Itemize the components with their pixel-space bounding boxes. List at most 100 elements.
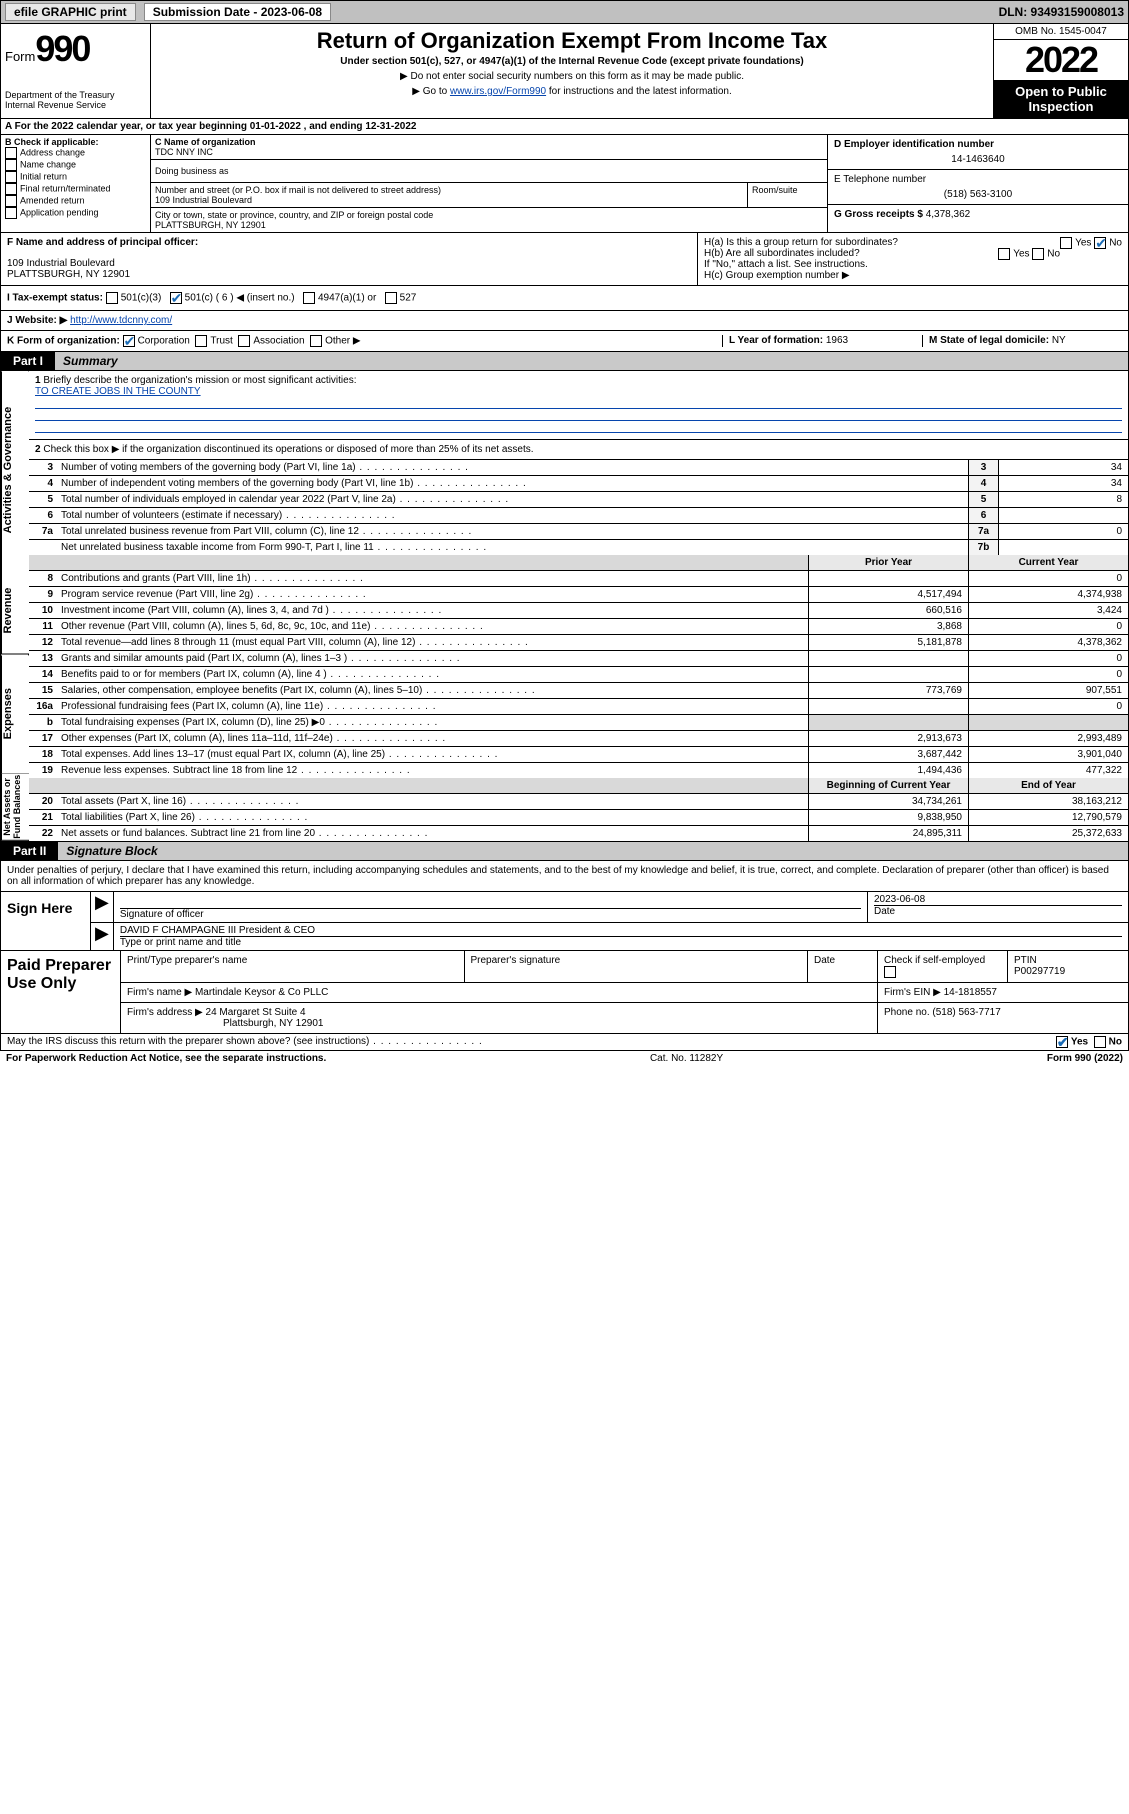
col-b-checkboxes: B Check if applicable: Address change Na… [1, 135, 151, 232]
cb-address-change[interactable] [5, 147, 17, 159]
firm-phone-value: (518) 563-7717 [932, 1007, 1000, 1018]
line-num: 15 [29, 683, 57, 698]
sign-here-label: Sign Here [1, 892, 91, 950]
cb-other[interactable] [310, 335, 322, 347]
line-num: 7a [29, 524, 57, 539]
cb-discuss-no[interactable] [1094, 1036, 1106, 1048]
paid-row-2: Firm's name ▶ Martindale Keysor & Co PLL… [121, 983, 1128, 1003]
line-box-num: 7a [968, 524, 998, 539]
row-k-label: K Form of organization: [7, 336, 120, 347]
firm-addr-label: Firm's address ▶ [127, 1007, 206, 1018]
line-box-val: 34 [998, 460, 1128, 475]
cb-final-return[interactable] [5, 183, 17, 195]
omb-number: OMB No. 1545-0047 [994, 24, 1128, 40]
cb-527[interactable] [385, 292, 397, 304]
line-current-year: 0 [968, 619, 1128, 634]
part-1-lines: 1 Briefly describe the organization's mi… [29, 371, 1128, 841]
lbl-no2: No [1047, 249, 1060, 260]
underline [35, 423, 1122, 433]
line-prior-year: 3,687,442 [808, 747, 968, 762]
cb-501c3[interactable] [106, 292, 118, 304]
lbl-no: No [1109, 238, 1122, 249]
sig-date-value: 2023-06-08 [874, 894, 1122, 905]
line-boy: 24,895,311 [808, 826, 968, 841]
line-current-year [968, 715, 1128, 730]
hb-note: If "No," attach a list. See instructions… [704, 259, 1122, 270]
gross-receipts-label: G Gross receipts $ [834, 209, 926, 220]
line-prior-year [808, 667, 968, 682]
phone-value: (518) 563-3100 [834, 189, 1122, 200]
summary-line: 9Program service revenue (Part VIII, lin… [29, 587, 1128, 603]
cb-ha-no[interactable] [1094, 237, 1106, 249]
mission-text[interactable]: TO CREATE JOBS IN THE COUNTY [35, 386, 201, 397]
form-prefix: Form [5, 49, 35, 64]
cb-assoc[interactable] [238, 335, 250, 347]
cb-ha-yes[interactable] [1060, 237, 1072, 249]
website-label: J Website: ▶ [7, 315, 70, 326]
line-text: Total liabilities (Part X, line 26) [57, 810, 808, 825]
part-1-title: Summary [55, 352, 1128, 370]
lbl-discuss-yes: Yes [1071, 1037, 1088, 1048]
cb-4947[interactable] [303, 292, 315, 304]
part-2-tag: Part II [1, 842, 58, 860]
irs-label: Internal Revenue Service [5, 100, 146, 110]
irs-discuss-label: May the IRS discuss this return with the… [7, 1036, 483, 1048]
form-subtitle-3: ▶ Go to www.irs.gov/Form990 for instruct… [159, 86, 985, 97]
line-prior-year: 1,494,436 [808, 763, 968, 778]
cb-initial-return[interactable] [5, 171, 17, 183]
cb-self-employed[interactable] [884, 966, 896, 978]
line-text: Contributions and grants (Part VIII, lin… [57, 571, 808, 586]
line-text: Program service revenue (Part VIII, line… [57, 587, 808, 602]
summary-line: 16aProfessional fundraising fees (Part I… [29, 699, 1128, 715]
cb-discuss-yes[interactable] [1056, 1036, 1068, 1048]
goto-prefix: ▶ Go to [412, 86, 450, 97]
lbl-initial-return: Initial return [20, 171, 67, 181]
cb-hb-yes[interactable] [998, 248, 1010, 260]
summary-line: 3Number of voting members of the governi… [29, 460, 1128, 476]
line-prior-year: 5,181,878 [808, 635, 968, 650]
lbl-corp: Corporation [138, 336, 190, 347]
summary-line: 8Contributions and grants (Part VIII, li… [29, 571, 1128, 587]
form-subtitle-2: ▶ Do not enter social security numbers o… [159, 71, 985, 82]
line-text: Other expenses (Part IX, column (A), lin… [57, 731, 808, 746]
lbl-discuss-no: No [1109, 1037, 1122, 1048]
gross-receipts-cell: G Gross receipts $ 4,378,362 [828, 205, 1128, 224]
line-box-val: 0 [998, 524, 1128, 539]
form-header: Form990 Department of the Treasury Inter… [0, 24, 1129, 119]
lbl-501c3: 501(c)(3) [121, 293, 162, 304]
part-1-tag: Part I [1, 352, 55, 370]
street-cell: Number and street (or P.O. box if mail i… [151, 183, 748, 207]
part-1-header: Part I Summary [0, 352, 1129, 371]
line-text: Professional fundraising fees (Part IX, … [57, 699, 808, 714]
paid-row-1: Print/Type preparer's name Preparer's si… [121, 951, 1128, 983]
line-prior-year [808, 715, 968, 730]
summary-line: 19Revenue less expenses. Subtract line 1… [29, 763, 1128, 778]
efile-button[interactable]: efile GRAPHIC print [5, 3, 136, 21]
line-prior-year: 3,868 [808, 619, 968, 634]
irs-discuss-row: May the IRS discuss this return with the… [0, 1034, 1129, 1051]
ein-value: 14-1463640 [834, 154, 1122, 165]
website-link[interactable]: http://www.tdcnny.com/ [70, 315, 172, 326]
cb-name-change[interactable] [5, 159, 17, 171]
line-num: 6 [29, 508, 57, 523]
line-text: Total assets (Part X, line 16) [57, 794, 808, 809]
summary-line: 17Other expenses (Part IX, column (A), l… [29, 731, 1128, 747]
side-revenue: Revenue [1, 568, 29, 655]
sig-officer-label: Signature of officer [120, 908, 861, 920]
part-1-body: Activities & Governance Revenue Expenses… [0, 371, 1129, 842]
hb-row: H(b) Are all subordinates included? Yes … [704, 248, 1122, 259]
cb-corp[interactable] [123, 335, 135, 347]
line-text: Number of voting members of the governin… [57, 460, 968, 475]
cb-trust[interactable] [195, 335, 207, 347]
line-num: 3 [29, 460, 57, 475]
cb-amended-return[interactable] [5, 195, 17, 207]
irs-link[interactable]: www.irs.gov/Form990 [450, 86, 546, 97]
caret-icon: ▶ [91, 892, 114, 922]
city-value: PLATTSBURGH, NY 12901 [155, 220, 823, 230]
line-num: 19 [29, 763, 57, 778]
cb-application-pending[interactable] [5, 207, 17, 219]
cb-hb-no[interactable] [1032, 248, 1044, 260]
summary-line: 21Total liabilities (Part X, line 26)9,8… [29, 810, 1128, 826]
line-prior-year: 2,913,673 [808, 731, 968, 746]
cb-501c[interactable] [170, 292, 182, 304]
